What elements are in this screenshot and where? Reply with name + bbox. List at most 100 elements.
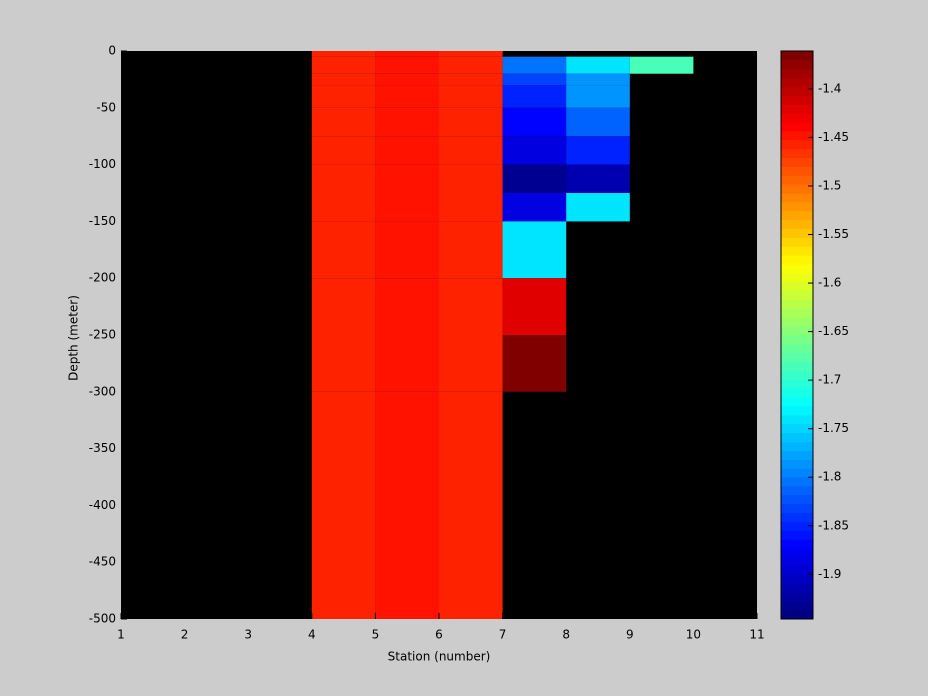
heatmap-cell [566,56,630,74]
heatmap-cell [311,107,376,137]
colorbar-swatch [781,237,813,247]
colorbar-swatch [781,361,813,371]
colorbar-swatch [781,610,813,620]
colorbar-swatch [781,441,813,451]
heatmap-cell [502,278,567,335]
heatmap-cell [502,335,567,392]
colorbar-swatch [781,485,813,496]
colorbar-swatch [781,281,813,292]
colorbar-tick-label: -1.85 [818,518,849,532]
heatmap-cell [375,107,439,137]
heatmap-cell [375,193,439,222]
heatmap-cell [566,193,630,222]
x-tick-label: 2 [181,628,189,642]
heatmap-cell [375,164,439,193]
heatmap-cell [375,56,439,74]
heatmap-cell [375,278,439,335]
colorbar-swatch [781,95,813,105]
colorbar-swatch [781,432,813,442]
colorbar-swatch [781,583,813,593]
x-tick-label: 9 [626,628,634,642]
x-tick-label: 5 [372,628,380,642]
colorbar-swatch [781,166,813,176]
x-tick-label: 4 [308,628,316,642]
colorbar-tick-label: -1.4 [818,81,841,95]
heatmap-cell [439,85,503,108]
heatmap-cell [502,193,567,222]
y-axis-label: Depth (meter) [67,295,81,381]
heatmap-cell [311,335,376,392]
y-tick-label: -350 [89,441,116,455]
heatmap-cell [375,73,439,86]
colorbar-swatch [781,219,813,229]
colorbar-swatch [781,228,813,238]
y-tick-label: 0 [108,44,116,58]
colorbar-swatch [781,548,813,558]
colorbar-tick-label: -1.6 [818,276,841,290]
colorbar-swatch [781,104,813,114]
colorbar-tick-label: -1.8 [818,470,841,484]
x-tick-label: 3 [244,628,252,642]
colorbar-swatch [781,77,813,87]
heatmap-cell [311,136,376,165]
y-tick-label: -300 [89,384,116,398]
x-tick-label: 10 [686,628,701,642]
x-tick-label: 6 [435,628,443,642]
heatmap-cell [311,51,376,57]
colorbar-swatch [781,264,813,274]
heatmap-cell [502,73,567,86]
colorbar-swatch [781,122,813,132]
colorbar-swatch [781,59,813,70]
y-tick-label: -500 [89,612,116,626]
colorbar-swatch [781,406,813,416]
colorbar-tick-label: -1.5 [818,178,841,192]
colorbar-swatch [781,343,813,354]
colorbar-swatch [781,68,813,79]
heatmap-cell [439,278,503,335]
colorbar-swatch [781,246,813,256]
heatmap-cell [311,278,376,335]
y-tick-label: -200 [89,271,116,285]
x-tick-label: 11 [749,628,764,642]
colorbar-swatch [781,574,813,584]
heatmap-cell [311,193,376,222]
colorbar-swatch [781,539,813,549]
y-tick-label: -250 [89,328,116,342]
colorbar-swatch [781,521,813,531]
x-tick-label: 8 [562,628,570,642]
colorbar-swatch [781,184,813,194]
heatmap-cell [439,335,503,392]
colorbar-swatch [781,450,813,460]
colorbar-swatch [781,379,813,389]
colorbar-swatch [781,397,813,407]
y-tick-label: -400 [89,498,116,512]
colorbar-swatch [781,175,813,185]
colorbar-swatch [781,352,813,363]
colorbar-swatch [781,423,813,434]
colorbar-tick-label: -1.65 [818,324,849,338]
heatmap-cell [311,85,376,108]
colorbar-swatch [781,157,813,167]
y-tick-label: -150 [89,214,116,228]
heatmap-cell [439,193,503,222]
colorbar-swatch [781,130,813,141]
colorbar-swatch [781,255,813,265]
colorbar-swatch [781,210,813,221]
colorbar-swatch [781,477,813,487]
heatmap-cell [375,335,439,392]
colorbar-swatch [781,565,813,576]
colorbar-swatch [781,139,813,150]
colorbar-frame [780,50,814,620]
heatmap-cell [566,107,630,137]
colorbar-tick-label: -1.55 [818,227,849,241]
heatmap-cell [375,51,439,57]
colorbar-swatch [781,601,813,611]
colorbar-swatch [781,335,813,345]
heatmap-cell [311,391,376,619]
heatmap-cell [566,73,630,86]
heatmap-cell [566,164,630,193]
colorbar-swatch [781,468,813,478]
heatmap-cell [439,136,503,165]
heatmap-cell [629,56,694,74]
